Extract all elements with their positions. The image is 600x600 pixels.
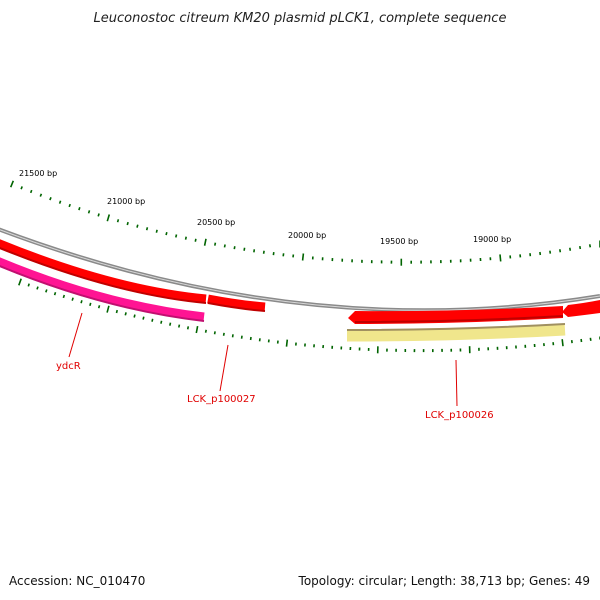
minor-tick xyxy=(165,232,168,236)
minor-tick xyxy=(80,300,83,304)
minor-tick xyxy=(115,309,118,314)
minor-tick xyxy=(214,242,217,246)
feature-band-LCK_p100026[interactable] xyxy=(346,324,566,342)
gene-arc-ydcR[interactable] xyxy=(0,257,205,322)
scale-label-19000: 19000 bp xyxy=(473,235,511,244)
minor-tick xyxy=(243,247,246,251)
major-tick xyxy=(18,278,22,286)
minor-tick xyxy=(133,314,136,318)
minor-tick xyxy=(49,197,52,201)
minor-tick xyxy=(155,229,158,233)
minor-tick xyxy=(213,331,216,335)
minor-tick xyxy=(116,219,120,223)
gene-label-LCK_p100026[interactable]: LCK_p100026 xyxy=(425,410,494,421)
minor-tick xyxy=(169,322,172,326)
minor-tick xyxy=(151,318,154,322)
major-tick xyxy=(561,339,564,347)
scale-label-21000: 21000 bp xyxy=(107,197,145,206)
cds-left-segment[interactable] xyxy=(0,239,207,304)
minor-tick xyxy=(126,221,129,226)
scale-ticks-inner xyxy=(18,278,600,354)
minor-tick xyxy=(87,210,91,214)
minor-tick xyxy=(58,200,62,204)
minor-tick xyxy=(20,186,23,190)
minor-tick xyxy=(204,329,207,333)
minor-tick xyxy=(579,245,582,250)
minor-tick xyxy=(136,224,139,228)
major-tick xyxy=(106,214,111,222)
leader-line-LCK_p100027 xyxy=(219,344,229,392)
gene-label-LCK_p100027[interactable]: LCK_p100027 xyxy=(187,394,256,405)
minor-tick xyxy=(223,244,226,248)
gene-arc-ydcR-shade xyxy=(0,265,205,322)
map-title: Leuconostoc citreum KM20 plasmid pLCK1, … xyxy=(94,11,507,26)
minor-tick xyxy=(186,326,190,330)
minor-tick xyxy=(68,203,71,208)
minor-tick xyxy=(89,302,92,307)
scale-labels: 21500 bp 21000 bp 20500 bp 20000 bp 1950… xyxy=(19,169,511,246)
minor-tick xyxy=(62,294,66,299)
minor-tick xyxy=(124,312,127,316)
scale-ticks-outer xyxy=(9,180,600,266)
accession-text: Accession: NC_010470 xyxy=(9,574,146,588)
minor-tick xyxy=(27,283,30,287)
minor-tick xyxy=(222,332,225,336)
leader-line-LCK_p100026 xyxy=(455,359,458,407)
major-tick xyxy=(285,339,289,347)
cds-right-segment[interactable] xyxy=(562,300,600,317)
minor-tick xyxy=(78,207,81,211)
major-tick xyxy=(106,305,110,313)
minor-tick xyxy=(233,246,236,250)
scale-label-19500: 19500 bp xyxy=(380,237,418,246)
gene-arc-LCK_p100027-shade xyxy=(207,302,266,312)
minor-tick xyxy=(262,250,265,254)
minor-tick xyxy=(588,244,592,248)
major-tick xyxy=(195,325,199,334)
minor-tick xyxy=(97,213,100,217)
gene-label-ydcR[interactable]: ydcR xyxy=(56,361,81,372)
minor-tick xyxy=(142,316,145,320)
scale-label-21500: 21500 bp xyxy=(19,169,57,178)
minor-tick xyxy=(178,324,181,328)
minor-tick xyxy=(160,320,163,324)
gene-arc-LCK_p100026-shade xyxy=(354,315,564,323)
minor-tick xyxy=(29,189,33,194)
leader-line-ydcR xyxy=(68,312,83,358)
feature-band-outline xyxy=(346,323,566,331)
major-tick xyxy=(301,253,305,261)
plasmid-backbone-highlight xyxy=(0,229,600,311)
major-tick xyxy=(9,180,15,188)
minor-tick xyxy=(194,238,197,242)
minor-tick xyxy=(45,289,48,293)
minor-tick xyxy=(569,247,572,251)
minor-tick xyxy=(36,286,39,290)
scale-label-20000: 20000 bp xyxy=(288,231,326,240)
minor-tick xyxy=(53,292,57,296)
cds-left-segment-shade xyxy=(0,247,207,304)
topology-text: Topology: circular; Length: 38,713 bp; G… xyxy=(298,574,590,588)
minor-tick xyxy=(559,249,562,253)
minor-tick xyxy=(39,193,43,197)
gene-arc-LCK_p100027[interactable] xyxy=(207,294,266,312)
scale-label-20500: 20500 bp xyxy=(197,218,235,227)
minor-tick xyxy=(97,305,101,309)
major-tick xyxy=(203,238,207,246)
minor-tick xyxy=(71,297,74,301)
minor-tick xyxy=(184,236,187,240)
minor-tick xyxy=(145,227,149,231)
major-tick xyxy=(499,254,502,262)
minor-tick xyxy=(175,234,178,238)
